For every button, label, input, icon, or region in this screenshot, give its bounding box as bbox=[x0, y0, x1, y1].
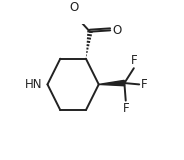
Text: O: O bbox=[112, 24, 121, 37]
Polygon shape bbox=[99, 80, 125, 86]
Text: F: F bbox=[122, 102, 129, 115]
Text: F: F bbox=[130, 54, 137, 67]
Text: HN: HN bbox=[25, 78, 42, 91]
Text: F: F bbox=[141, 78, 148, 91]
Text: O: O bbox=[69, 0, 78, 13]
